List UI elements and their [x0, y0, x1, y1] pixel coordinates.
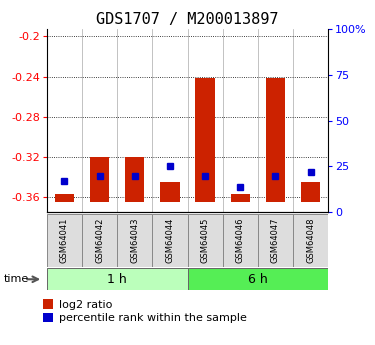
Title: GDS1707 / M200013897: GDS1707 / M200013897 — [96, 12, 279, 27]
Text: 6 h: 6 h — [248, 273, 268, 286]
Bar — [160, 182, 180, 202]
Bar — [258, 214, 293, 267]
Bar — [125, 157, 144, 202]
Bar — [152, 214, 188, 267]
Text: GSM64043: GSM64043 — [130, 218, 139, 263]
Bar — [223, 214, 258, 267]
Bar — [188, 268, 328, 290]
Text: GSM64046: GSM64046 — [236, 218, 245, 263]
Bar — [47, 214, 82, 267]
Bar — [195, 78, 215, 202]
Bar — [82, 214, 117, 267]
Bar — [90, 157, 109, 202]
Bar — [293, 214, 328, 267]
Bar — [266, 78, 285, 202]
Bar — [47, 268, 188, 290]
Bar — [301, 182, 320, 202]
Text: GSM64048: GSM64048 — [306, 218, 315, 263]
Text: GSM64045: GSM64045 — [201, 218, 210, 263]
Text: 1 h: 1 h — [107, 273, 127, 286]
Bar — [231, 194, 250, 202]
Text: time: time — [4, 274, 29, 284]
Bar — [188, 214, 223, 267]
Legend: log2 ratio, percentile rank within the sample: log2 ratio, percentile rank within the s… — [43, 299, 246, 323]
Text: GSM64041: GSM64041 — [60, 218, 69, 263]
Bar — [55, 194, 74, 202]
Text: GSM64042: GSM64042 — [95, 218, 104, 263]
Bar — [117, 214, 152, 267]
Text: GSM64044: GSM64044 — [165, 218, 174, 263]
Text: GSM64047: GSM64047 — [271, 218, 280, 263]
